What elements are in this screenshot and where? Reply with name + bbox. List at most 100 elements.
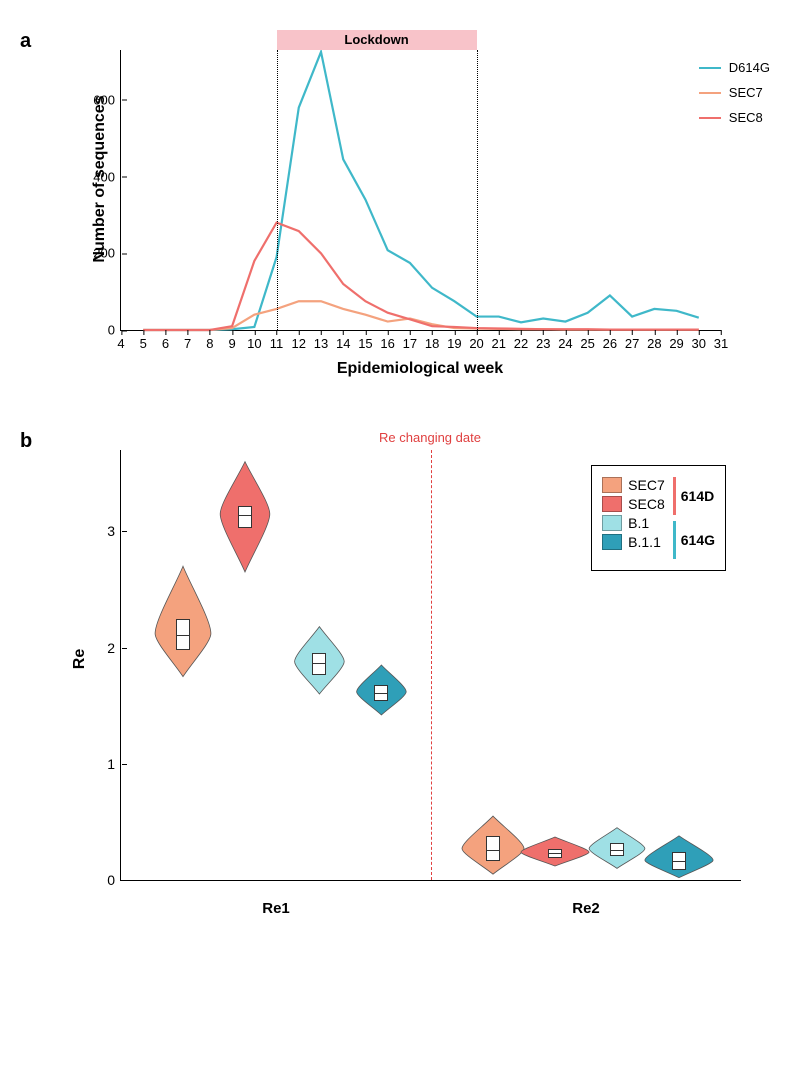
- chart-a-xtick: 9: [228, 330, 235, 351]
- boxplot-B.1.1: [374, 685, 388, 701]
- chart-a-ytick: 0: [75, 323, 121, 338]
- legend-group-bar: [673, 477, 676, 515]
- chart-a-xtick: 19: [447, 330, 461, 351]
- boxplot-B.1: [610, 843, 624, 857]
- legend-b-item-B.1: B.1: [602, 515, 665, 531]
- legend-item-D614G: D614G: [699, 60, 770, 75]
- chart-b-ytick: 1: [85, 756, 121, 772]
- chart-b-ytick: 0: [85, 872, 121, 888]
- legend-swatch: [699, 92, 721, 94]
- chart-a-xtick: 13: [314, 330, 328, 351]
- median-line: [549, 853, 561, 854]
- boxplot-SEC7: [486, 836, 500, 861]
- legend-swatch: [602, 515, 622, 531]
- panel-b-label: b: [20, 430, 32, 453]
- series-SEC7: [143, 301, 699, 330]
- legend-group-bar: [673, 521, 676, 559]
- legend-item-SEC7: SEC7: [699, 85, 770, 100]
- lockdown-vline: [477, 50, 478, 330]
- legend-label: B.1.1: [628, 534, 661, 550]
- chart-a-xtick: 23: [536, 330, 550, 351]
- chart-b-ytick: 3: [85, 523, 121, 539]
- chart-a-xtick: 10: [247, 330, 261, 351]
- lockdown-vline: [277, 50, 278, 330]
- chart-a-xtick: 18: [425, 330, 439, 351]
- chart-b-ylabel: Re: [71, 629, 89, 689]
- legend-label: SEC7: [628, 477, 665, 493]
- legend-swatch: [699, 67, 721, 69]
- legend-b-group-614D: 614D: [673, 474, 715, 518]
- lockdown-band: Lockdown: [277, 30, 477, 50]
- chart-b-plot: SEC7SEC8B.1B.1.1 614D614G 0123Re1Re2: [120, 450, 741, 881]
- panel-a-label: a: [20, 30, 31, 53]
- legend-label: SEC8: [729, 110, 763, 125]
- figure: a Number of sequences Lockdown0200400600…: [20, 30, 775, 930]
- chart-a-xtick: 12: [292, 330, 306, 351]
- chart-a-xtick: 22: [514, 330, 528, 351]
- chart-a-xtick: 5: [140, 330, 147, 351]
- chart-a-ytick: 600: [75, 92, 121, 107]
- chart-b-xlabel-re2: Re2: [572, 880, 600, 917]
- chart-a: Number of sequences Lockdown020040060045…: [80, 30, 760, 390]
- chart-a-xtick: 20: [469, 330, 483, 351]
- chart-a-xtick: 31: [714, 330, 728, 351]
- changing-date-label: Re changing date: [379, 430, 481, 445]
- chart-a-xtick: 16: [380, 330, 394, 351]
- legend-b-group-614G: 614G: [673, 518, 715, 562]
- chart-a-xtick: 4: [117, 330, 124, 351]
- chart-a-ytick: 400: [75, 169, 121, 184]
- chart-a-xtick: 8: [206, 330, 213, 351]
- panel-b: b Re Re changing date SEC7 SEC8 B.1 B.1.1 6…: [20, 430, 775, 930]
- median-line: [487, 850, 499, 851]
- boxplot-SEC8: [238, 506, 252, 528]
- chart-a-xtick: 30: [692, 330, 706, 351]
- chart-a-xtick: 15: [358, 330, 372, 351]
- legend-swatch: [602, 477, 622, 493]
- median-line: [673, 861, 685, 862]
- legend-b-item-SEC8: SEC8: [602, 496, 665, 512]
- legend-group-label: 614D: [681, 488, 714, 504]
- chart-a-xtick: 24: [558, 330, 572, 351]
- chart-a-legend: D614G SEC7 SEC8: [699, 60, 770, 135]
- median-line: [375, 693, 387, 694]
- chart-a-xtick: 26: [603, 330, 617, 351]
- legend-swatch: [699, 117, 721, 119]
- boxplot-SEC8: [548, 849, 562, 858]
- chart-a-xtick: 14: [336, 330, 350, 351]
- chart-b: Re Re changing date SEC7SEC8B.1B.1.1 614…: [80, 430, 760, 930]
- chart-a-xlabel: Epidemiological week: [337, 360, 503, 378]
- legend-b-groups: 614D 614G: [673, 474, 715, 562]
- legend-label: SEC7: [729, 85, 763, 100]
- boxplot-B.1: [312, 653, 326, 675]
- legend-item-SEC8: SEC8: [699, 110, 770, 125]
- chart-a-xtick: 17: [403, 330, 417, 351]
- legend-b-items: SEC7 SEC8 B.1 B.1.1: [602, 474, 665, 562]
- boxplot-B.1.1: [672, 852, 686, 870]
- chart-a-xtick: 29: [669, 330, 683, 351]
- legend-swatch: [602, 534, 622, 550]
- median-line: [313, 663, 325, 664]
- chart-b-ytick: 2: [85, 640, 121, 656]
- re-divider: [431, 450, 432, 880]
- chart-a-plot: Lockdown02004006004567891011121314151617…: [120, 50, 721, 331]
- legend-label: B.1: [628, 515, 649, 531]
- legend-group-label: 614G: [681, 532, 715, 548]
- legend-swatch: [602, 496, 622, 512]
- chart-a-xtick: 7: [184, 330, 191, 351]
- chart-a-lines: [121, 50, 721, 330]
- chart-a-xtick: 6: [162, 330, 169, 351]
- legend-b-item-B.1.1: B.1.1: [602, 534, 665, 550]
- series-D614G: [143, 52, 699, 330]
- legend-label: D614G: [729, 60, 770, 75]
- chart-a-xtick: 11: [270, 330, 284, 351]
- boxplot-SEC7: [176, 619, 190, 650]
- legend-b-item-SEC7: SEC7: [602, 477, 665, 493]
- chart-a-xtick: 25: [580, 330, 594, 351]
- panel-a: a Number of sequences Lockdown0200400600…: [20, 30, 775, 390]
- median-line: [239, 515, 251, 516]
- chart-a-xtick: 27: [625, 330, 639, 351]
- chart-b-legend: SEC7 SEC8 B.1 B.1.1 614D 614G: [591, 465, 726, 571]
- chart-a-xtick: 28: [647, 330, 661, 351]
- chart-b-xlabel-re1: Re1: [262, 880, 290, 917]
- median-line: [177, 635, 189, 636]
